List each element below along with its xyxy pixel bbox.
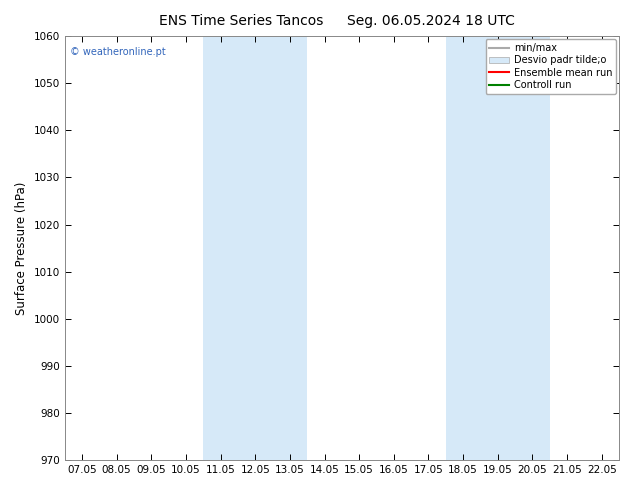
Text: ENS Time Series Tancos: ENS Time Series Tancos	[158, 14, 323, 28]
Text: © weatheronline.pt: © weatheronline.pt	[70, 47, 166, 57]
Legend: min/max, Desvio padr tilde;o, Ensemble mean run, Controll run: min/max, Desvio padr tilde;o, Ensemble m…	[486, 39, 616, 94]
Y-axis label: Surface Pressure (hPa): Surface Pressure (hPa)	[15, 181, 28, 315]
Bar	[446, 36, 550, 460]
Bar	[204, 36, 307, 460]
Text: Seg. 06.05.2024 18 UTC: Seg. 06.05.2024 18 UTC	[347, 14, 515, 28]
